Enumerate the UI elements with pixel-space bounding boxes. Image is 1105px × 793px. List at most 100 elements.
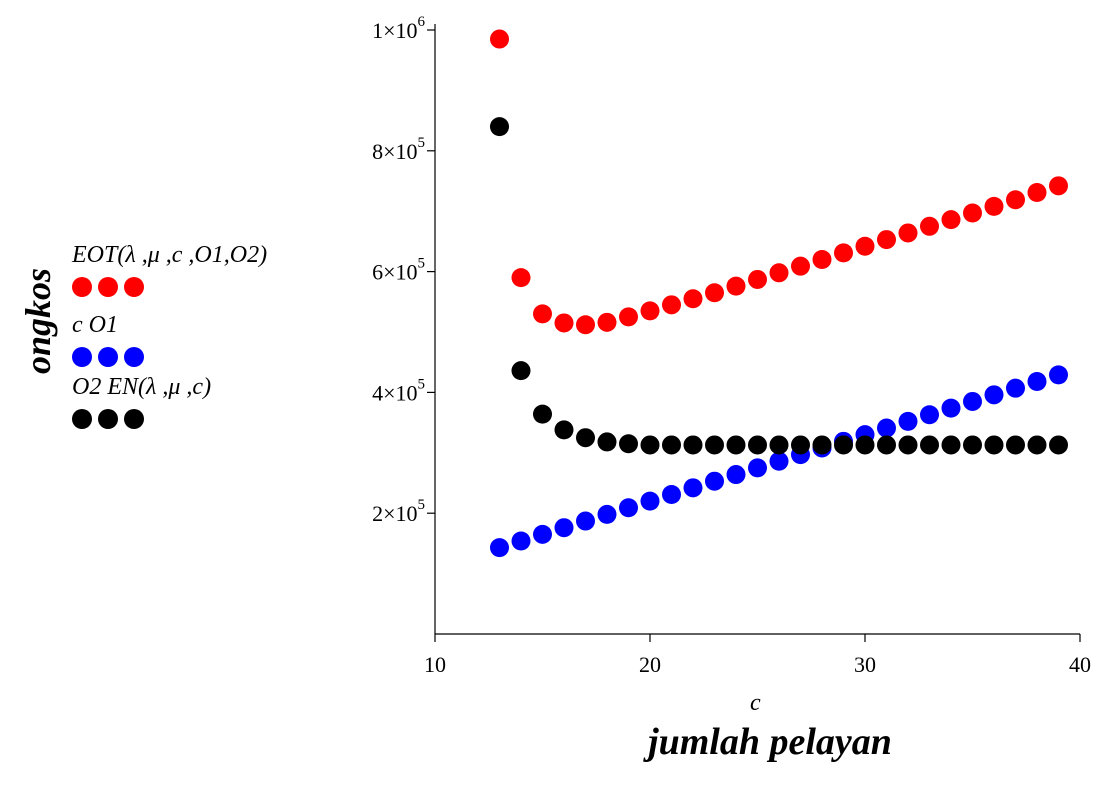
data-point xyxy=(533,304,552,324)
data-point xyxy=(597,504,617,524)
legend-label: O2 EN(λ ,μ ,c) xyxy=(72,374,212,400)
y-tick-label: 4×105 xyxy=(372,376,425,405)
data-point xyxy=(791,256,810,276)
x-tick-label: 40 xyxy=(1069,652,1091,677)
data-point xyxy=(533,404,552,424)
legend-dot xyxy=(124,277,144,297)
data-point xyxy=(683,478,703,498)
data-point xyxy=(963,391,982,411)
legend-entry-c-o1: c O1 xyxy=(72,312,144,367)
data-point xyxy=(490,29,509,49)
x-tick-label: 30 xyxy=(854,652,876,677)
data-point xyxy=(898,223,918,243)
data-point xyxy=(920,435,939,455)
data-point xyxy=(533,524,552,544)
data-point xyxy=(1049,435,1068,455)
data-point xyxy=(683,435,703,455)
legend-dot xyxy=(72,409,92,429)
data-point xyxy=(920,405,939,425)
data-point xyxy=(640,301,660,321)
data-point xyxy=(662,295,681,315)
data-point xyxy=(726,276,746,296)
data-point xyxy=(597,432,617,452)
data-point xyxy=(984,385,1004,405)
legend-dot xyxy=(72,277,92,297)
data-point xyxy=(1049,365,1068,385)
data-point xyxy=(554,313,574,333)
data-point xyxy=(705,435,724,455)
data-point xyxy=(1027,372,1047,392)
x-axis-label: jumlah pelayan xyxy=(648,721,892,763)
legend-dot xyxy=(98,409,118,429)
legend-dot xyxy=(98,347,118,367)
data-point xyxy=(877,230,896,250)
data-point xyxy=(1006,435,1025,455)
data-point xyxy=(662,484,681,504)
data-point xyxy=(834,435,853,455)
data-point xyxy=(576,511,595,531)
data-point xyxy=(554,518,574,538)
series-0 xyxy=(490,29,1068,335)
y-tick-label: 2×105 xyxy=(372,497,425,526)
x-tick-label: 20 xyxy=(639,652,661,677)
legend-dot xyxy=(124,347,144,367)
data-point xyxy=(1027,435,1047,455)
data-point xyxy=(683,289,703,309)
series-1 xyxy=(490,365,1068,558)
data-point xyxy=(662,435,681,455)
data-point xyxy=(984,196,1004,216)
data-point xyxy=(877,418,896,438)
legend-label: EOT(λ ,μ ,c ,O1,O2) xyxy=(72,242,268,268)
data-points xyxy=(490,29,1068,558)
data-point xyxy=(640,491,660,511)
legend-entry-o2-en: O2 EN(λ ,μ ,c) xyxy=(72,374,211,429)
data-point xyxy=(941,435,961,455)
data-point xyxy=(490,538,509,558)
legend-dot xyxy=(124,409,144,429)
data-point xyxy=(769,435,789,455)
y-tick-label: 1×106 xyxy=(372,14,425,43)
legend-marker xyxy=(72,409,211,429)
data-point xyxy=(963,435,982,455)
y-tick-label: 8×105 xyxy=(372,135,425,164)
y-tick-label: 6×105 xyxy=(372,256,425,285)
data-point xyxy=(748,435,767,455)
data-point xyxy=(1049,176,1068,196)
y-axis-label: ongkos xyxy=(18,267,58,375)
data-point xyxy=(834,243,853,263)
data-point xyxy=(511,268,531,288)
data-point xyxy=(597,312,617,332)
data-point xyxy=(640,435,660,455)
data-point xyxy=(984,435,1004,455)
data-point xyxy=(705,471,724,491)
data-point xyxy=(812,250,832,270)
data-point xyxy=(898,411,918,431)
data-point xyxy=(748,458,767,478)
data-point xyxy=(726,465,746,485)
data-point xyxy=(920,216,939,236)
data-point xyxy=(791,435,810,455)
data-point xyxy=(1027,182,1047,202)
legend-dot xyxy=(98,277,118,297)
data-point xyxy=(855,435,875,455)
data-point xyxy=(769,451,789,471)
x-tick-label: 10 xyxy=(424,652,446,677)
data-point xyxy=(619,498,638,518)
legend-dot xyxy=(72,347,92,367)
data-point xyxy=(576,315,595,335)
x-axis-variable-label: c xyxy=(750,690,761,716)
data-point xyxy=(726,435,746,455)
data-point xyxy=(1006,190,1025,210)
data-point xyxy=(941,398,961,418)
data-point xyxy=(941,210,961,230)
legend-label: c O1 xyxy=(72,312,118,338)
legend-marker xyxy=(72,347,144,367)
data-point xyxy=(812,435,832,455)
data-point xyxy=(619,434,638,454)
data-point xyxy=(963,203,982,223)
data-point xyxy=(748,269,767,289)
data-point xyxy=(877,435,896,455)
data-point xyxy=(705,283,724,303)
data-point xyxy=(855,236,875,256)
